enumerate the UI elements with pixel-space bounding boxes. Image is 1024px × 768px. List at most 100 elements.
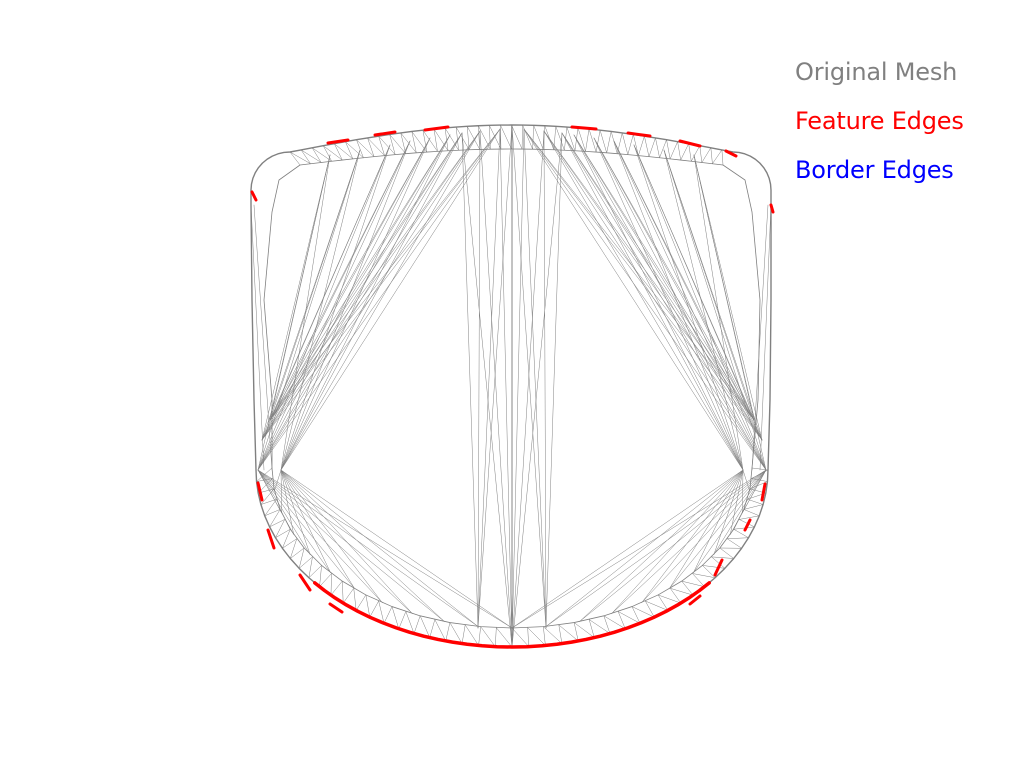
mesh-edge	[311, 147, 322, 163]
mesh-edge	[693, 469, 767, 574]
mesh-edge	[444, 127, 449, 151]
mesh-edge	[742, 469, 750, 492]
mesh-edge	[702, 565, 726, 569]
mesh-edge	[429, 619, 436, 638]
mesh-edge	[257, 469, 445, 622]
mesh-edge	[269, 128, 501, 421]
mesh-edge	[532, 125, 534, 150]
mesh-edge	[573, 622, 579, 642]
mesh-edge	[282, 538, 298, 549]
mesh-edge	[280, 469, 383, 603]
mesh-edge	[543, 130, 547, 629]
mesh-edge	[631, 606, 641, 624]
mesh-edge	[275, 528, 291, 538]
original-mesh-wireframe	[250, 124, 772, 648]
mesh-edge	[751, 478, 768, 482]
mesh-edge	[319, 565, 322, 587]
mesh-edge	[638, 135, 645, 156]
mesh-edge	[555, 126, 565, 151]
mesh-edge	[527, 627, 546, 646]
mesh-edge	[257, 128, 501, 471]
mesh-edge	[269, 519, 285, 528]
mesh-edge	[692, 573, 716, 579]
mesh-edge	[713, 469, 767, 555]
mesh-edge	[461, 624, 466, 644]
mesh-edge	[543, 130, 763, 441]
mesh-edge	[269, 154, 331, 421]
mesh-edge	[322, 145, 343, 161]
mesh-edge	[477, 130, 481, 629]
mesh-edge	[693, 154, 763, 441]
mesh-edge	[480, 626, 496, 647]
legend: Original Mesh Feature Edges Border Edges	[795, 48, 1015, 195]
mesh-edge	[588, 619, 611, 634]
mesh-edge	[433, 128, 438, 152]
mesh-edge	[464, 624, 479, 646]
mesh-edge	[269, 130, 481, 421]
mesh-edge	[699, 145, 703, 163]
mesh-edge	[743, 504, 764, 510]
mesh-edge	[644, 135, 650, 157]
mesh-edge	[257, 469, 275, 492]
feature-edges	[250, 125, 775, 649]
mesh-edge	[566, 126, 576, 151]
mesh-edge	[742, 469, 744, 514]
mesh-edge	[289, 151, 301, 166]
mesh-edge	[311, 147, 332, 162]
mesh-edge	[645, 600, 669, 611]
feature-edge	[373, 130, 397, 137]
mesh-edge	[669, 141, 678, 160]
mesh-edge	[298, 556, 313, 569]
mesh-edge	[449, 622, 463, 644]
mesh-edge	[721, 149, 724, 166]
mesh-edge	[499, 128, 513, 648]
mesh-edge	[511, 130, 545, 648]
mesh-edge	[260, 498, 277, 505]
mesh-edge	[257, 469, 413, 614]
mesh-edge	[681, 580, 705, 587]
mesh-edge	[269, 509, 281, 528]
mesh-edge	[383, 606, 393, 624]
mesh-edge	[544, 125, 555, 151]
mesh-edge	[261, 130, 481, 441]
mesh-edge	[613, 140, 744, 471]
mesh-edge	[257, 469, 311, 555]
mesh-edge	[641, 469, 767, 603]
mesh-edge	[511, 627, 529, 647]
feature-edge	[256, 481, 264, 502]
mesh-edge	[573, 134, 744, 471]
mesh-edge	[543, 130, 744, 471]
mesh-edge	[422, 129, 438, 152]
mesh-edge	[280, 154, 331, 471]
mesh-edge	[280, 132, 463, 471]
mesh-edge	[561, 132, 744, 471]
mesh-edge	[256, 478, 273, 482]
mesh-edge	[593, 137, 755, 421]
mesh-edge	[611, 469, 744, 614]
mesh-edge	[561, 132, 763, 441]
feature-edge	[760, 482, 767, 502]
mesh-edge	[573, 622, 595, 638]
mesh-edge	[663, 149, 755, 421]
mesh-edge	[280, 469, 331, 574]
legend-entry-border-edges: Border Edges	[795, 156, 954, 184]
mesh-edge	[257, 134, 451, 471]
mesh-edge	[280, 134, 451, 471]
mesh-edge	[523, 128, 767, 471]
mesh-edge	[257, 469, 356, 590]
mesh-edge	[663, 149, 744, 471]
mesh-edge	[511, 124, 523, 150]
mesh-edge	[545, 469, 744, 627]
mesh-edge	[645, 600, 655, 618]
mesh-edge	[633, 134, 639, 156]
mesh-edge	[257, 469, 513, 629]
mesh-edge	[633, 144, 767, 471]
mesh-edge	[300, 149, 322, 163]
mesh-edge	[511, 469, 744, 629]
feature-edge	[570, 125, 598, 131]
mesh-edge	[523, 128, 763, 441]
mesh-edge	[641, 469, 744, 603]
mesh-edge	[261, 154, 331, 441]
mesh-edge	[561, 132, 755, 421]
